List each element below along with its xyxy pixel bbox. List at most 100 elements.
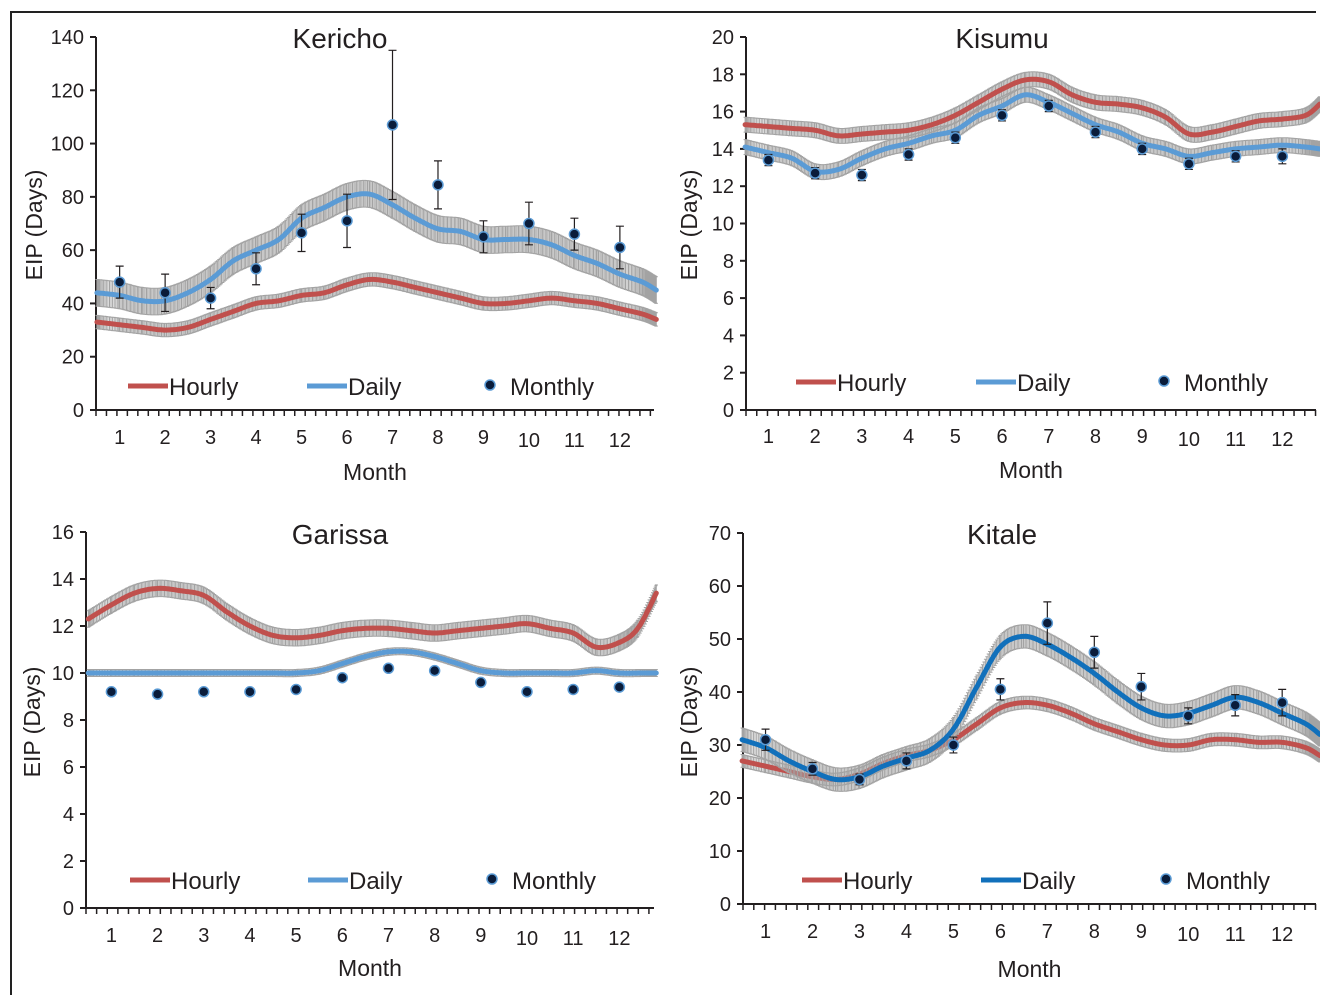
x-tick-label: 10 bbox=[1178, 429, 1200, 451]
monthly-point bbox=[853, 773, 866, 786]
monthly-point bbox=[250, 263, 262, 275]
y-axis-label: EIP (Days) bbox=[676, 170, 702, 281]
x-tick-label: 7 bbox=[383, 925, 394, 947]
x-tick-label: 12 bbox=[609, 430, 631, 452]
series-line-hourly bbox=[739, 700, 1320, 782]
legend: Hourly Daily Monthly bbox=[128, 374, 594, 401]
monthly-point bbox=[382, 662, 395, 675]
x-tick-label: 1 bbox=[760, 921, 771, 943]
x-tick-label: 11 bbox=[564, 430, 585, 452]
x-tick-label: 6 bbox=[995, 921, 1006, 943]
x-tick-label: 4 bbox=[244, 925, 255, 947]
x-tick-label: 3 bbox=[856, 426, 867, 448]
y-tick-label: 10 bbox=[712, 214, 734, 236]
monthly-point bbox=[113, 276, 126, 288]
x-tick-label: 8 bbox=[432, 427, 443, 449]
x-tick-label: 9 bbox=[475, 925, 486, 947]
y-tick-label: 14 bbox=[712, 139, 734, 161]
x-tick-label: 6 bbox=[341, 427, 352, 449]
monthly-point bbox=[244, 686, 256, 698]
y-tick-label: 40 bbox=[709, 682, 731, 704]
monthly-point bbox=[1183, 158, 1195, 170]
y-tick-label: 40 bbox=[62, 293, 84, 315]
y-axis-label: EIP (Days) bbox=[21, 170, 47, 281]
series-line-hourly bbox=[742, 76, 1320, 139]
monthly-point bbox=[151, 688, 164, 700]
y-tick-label: 6 bbox=[723, 288, 734, 310]
monthly-point bbox=[1041, 617, 1054, 629]
y-tick-label: 10 bbox=[52, 663, 74, 685]
legend-marker-monthly bbox=[1158, 375, 1170, 387]
x-tick-label: 12 bbox=[1271, 429, 1293, 451]
monthly-point bbox=[809, 167, 821, 179]
monthly-point bbox=[1229, 150, 1242, 163]
x-tick-label: 1 bbox=[114, 427, 125, 449]
legend-label-daily: Daily bbox=[1022, 868, 1075, 895]
figure-frame bbox=[10, 11, 1316, 995]
x-tick-label: 3 bbox=[198, 925, 209, 947]
y-tick-label: 18 bbox=[712, 64, 734, 86]
y-tick-label: 0 bbox=[73, 400, 84, 422]
chart-title: Kericho bbox=[293, 23, 388, 54]
monthly-point bbox=[523, 217, 535, 230]
monthly-point bbox=[386, 119, 399, 131]
monthly-point bbox=[1043, 100, 1055, 112]
y-tick-label: 20 bbox=[712, 27, 734, 49]
x-axis-label: Month bbox=[338, 955, 402, 981]
legend-label-hourly: Hourly bbox=[169, 374, 238, 401]
y-tick-label: 50 bbox=[709, 629, 731, 651]
x-tick-label: 10 bbox=[518, 430, 540, 452]
series-line-hourly bbox=[94, 276, 659, 333]
x-tick-label: 5 bbox=[296, 427, 307, 449]
monthly-point bbox=[568, 228, 581, 240]
monthly-point bbox=[1136, 143, 1148, 155]
x-tick-label: 10 bbox=[1177, 924, 1199, 946]
x-tick-label: 7 bbox=[1043, 426, 1054, 448]
monthly-point bbox=[1229, 699, 1241, 711]
monthly-point bbox=[475, 676, 487, 689]
y-tick-label: 16 bbox=[52, 522, 74, 544]
y-tick-label: 100 bbox=[51, 134, 84, 156]
y-tick-label: 14 bbox=[52, 569, 74, 591]
legend-marker-monthly bbox=[486, 873, 498, 885]
x-tick-label: 4 bbox=[251, 427, 262, 449]
x-tick-label: 5 bbox=[291, 925, 302, 947]
y-tick-label: 12 bbox=[712, 176, 734, 198]
y-tick-label: 2 bbox=[63, 851, 74, 873]
legend-label-hourly: Hourly bbox=[843, 868, 912, 895]
monthly-point bbox=[1182, 710, 1194, 722]
monthly-point bbox=[1088, 646, 1101, 658]
monthly-point bbox=[336, 671, 349, 684]
y-tick-label: 6 bbox=[63, 757, 74, 779]
legend-label-daily: Daily bbox=[348, 374, 401, 401]
x-tick-label: 10 bbox=[516, 928, 538, 950]
monthly-point bbox=[428, 664, 441, 677]
x-tick-label: 8 bbox=[1089, 921, 1100, 943]
y-axis-label: EIP (Days) bbox=[676, 667, 702, 778]
x-tick-label: 1 bbox=[106, 925, 117, 947]
x-tick-label: 7 bbox=[387, 427, 398, 449]
monthly-point bbox=[290, 683, 302, 696]
monthly-point bbox=[295, 227, 308, 239]
y-tick-label: 8 bbox=[723, 251, 734, 273]
monthly-point bbox=[567, 683, 579, 696]
x-tick-label: 4 bbox=[901, 921, 912, 943]
y-tick-label: 70 bbox=[709, 523, 731, 545]
legend-marker-monthly bbox=[1160, 873, 1172, 885]
legend-label-hourly: Hourly bbox=[837, 370, 906, 397]
monthly-point bbox=[900, 755, 913, 767]
y-tick-label: 0 bbox=[63, 898, 74, 920]
y-tick-label: 60 bbox=[62, 240, 84, 262]
x-tick-label: 4 bbox=[903, 426, 914, 448]
y-tick-label: 10 bbox=[709, 841, 731, 863]
y-tick-label: 120 bbox=[51, 80, 84, 102]
series-line-daily bbox=[85, 648, 659, 676]
y-tick-label: 0 bbox=[720, 894, 731, 916]
series-line-daily bbox=[94, 191, 659, 305]
legend-label-hourly: Hourly bbox=[171, 868, 240, 895]
x-tick-label: 5 bbox=[948, 921, 959, 943]
